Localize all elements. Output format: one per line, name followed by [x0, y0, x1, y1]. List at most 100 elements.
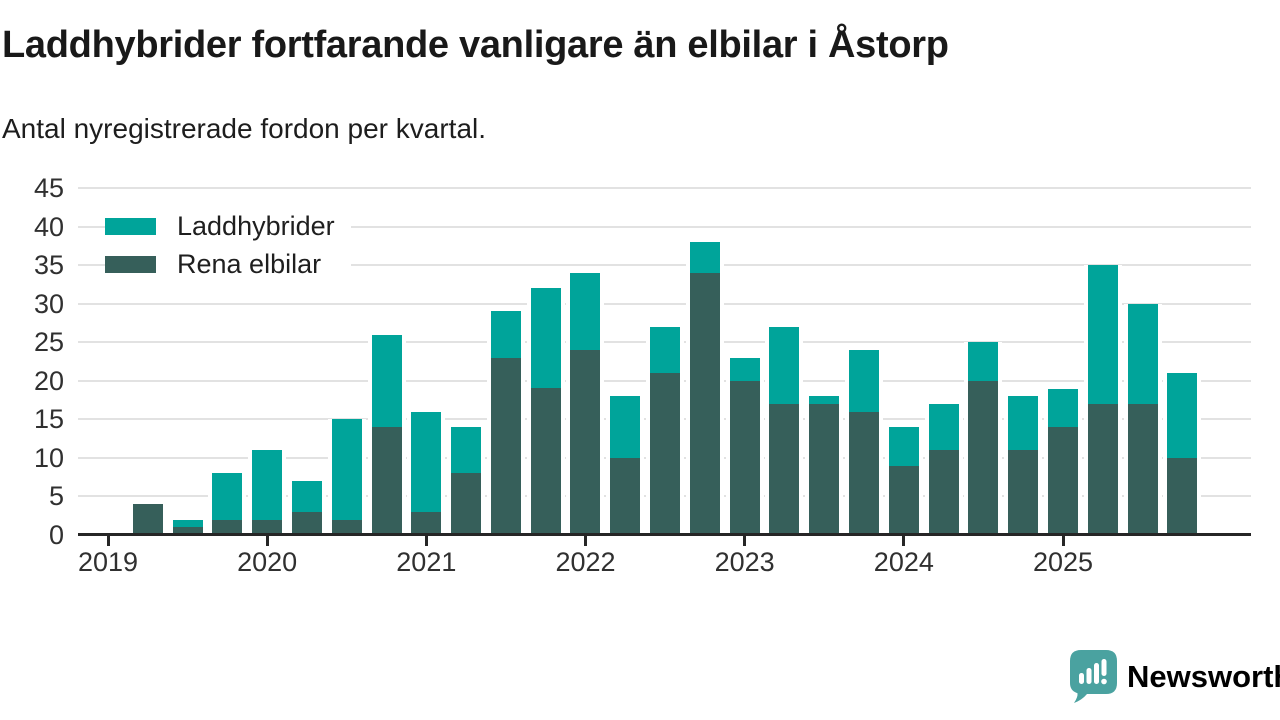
segment-laddhybrider — [411, 411, 442, 512]
segment-rena-elbilar — [1008, 450, 1039, 535]
segment-rena-elbilar — [252, 519, 283, 535]
y-axis-label-20: 20 — [33, 365, 64, 396]
x-axis-label-2023: 2023 — [714, 547, 775, 577]
segment-laddhybrider — [1087, 265, 1118, 404]
segment-laddhybrider — [570, 272, 601, 350]
bar-2020-q3 — [327, 419, 366, 535]
segment-rena-elbilar — [490, 357, 521, 535]
x-axis-tick-2022 — [584, 535, 587, 546]
x-axis-label-2024: 2024 — [873, 547, 934, 577]
newsworthy-speech-bubble-bar-chart-icon — [1070, 650, 1117, 703]
y-axis-label-30: 30 — [33, 288, 64, 319]
segment-laddhybrider — [252, 450, 283, 520]
gridline-45 — [78, 187, 1251, 189]
y-axis-label-25: 25 — [33, 327, 64, 358]
x-axis-label-2020: 2020 — [237, 547, 298, 577]
gridline-30 — [78, 302, 1251, 305]
bar-2021-q4 — [526, 288, 565, 535]
bar-2021-q1 — [407, 411, 446, 535]
bar-2022-q4 — [685, 241, 724, 535]
bar-2020-q4 — [367, 334, 406, 535]
segment-rena-elbilar — [1087, 403, 1118, 535]
segment-rena-elbilar — [1167, 457, 1198, 535]
plot-area — [78, 187, 1251, 536]
legend-swatch-rena-elbilar — [105, 256, 156, 273]
segment-laddhybrider — [172, 519, 203, 528]
segment-rena-elbilar — [809, 403, 840, 535]
segment-rena-elbilar — [331, 519, 362, 535]
segment-laddhybrider — [809, 396, 840, 404]
bar-2024-q4 — [1004, 396, 1043, 535]
bar-2019-q4 — [208, 473, 247, 535]
segment-rena-elbilar — [132, 504, 163, 535]
segment-laddhybrider — [212, 473, 243, 520]
segment-laddhybrider — [530, 288, 561, 389]
legend-label-rena-elbilar: Rena elbilar — [177, 249, 322, 279]
legend: Laddhybrider Rena elbilar — [105, 211, 351, 288]
bar-2022-q1 — [566, 272, 605, 535]
x-axis-tick-2024 — [902, 535, 906, 546]
y-axis-label-5: 5 — [48, 481, 64, 512]
bar-2023-q3 — [805, 396, 844, 535]
segment-rena-elbilar — [530, 388, 561, 535]
segment-laddhybrider — [968, 342, 999, 381]
x-axis-label-2021: 2021 — [396, 547, 457, 577]
gridline-35 — [78, 264, 1251, 267]
x-axis-label-2022: 2022 — [555, 547, 616, 577]
y-axis-label-35: 35 — [33, 250, 64, 281]
chart-title: Laddhybrider fortfarande vanligare än el… — [2, 24, 949, 66]
x-axis-tick-2021 — [424, 535, 428, 546]
bar-2020-q2 — [287, 481, 326, 535]
y-axis-label-10: 10 — [33, 442, 64, 473]
segment-rena-elbilar — [689, 272, 720, 535]
bar-2021-q3 — [486, 311, 525, 535]
x-axis-label-2019: 2019 — [77, 547, 139, 577]
y-axis-label-15: 15 — [33, 404, 64, 435]
segment-laddhybrider — [1167, 373, 1198, 458]
bar-2025-q2 — [1083, 265, 1122, 535]
segment-laddhybrider — [1008, 396, 1039, 451]
bar-2025-q3 — [1123, 303, 1162, 535]
bar-2023-q1 — [725, 357, 764, 535]
segment-laddhybrider — [331, 419, 362, 520]
segment-laddhybrider — [769, 326, 800, 404]
segment-rena-elbilar — [371, 427, 402, 535]
bar-2019-q3 — [168, 519, 207, 535]
x-axis-tick-2020 — [265, 535, 269, 546]
segment-laddhybrider — [371, 334, 402, 428]
y-axis-label-0: 0 — [48, 520, 64, 550]
segment-rena-elbilar — [769, 403, 800, 535]
segment-rena-elbilar — [849, 411, 879, 535]
segment-rena-elbilar — [729, 380, 760, 535]
bar-2024-q3 — [964, 342, 1003, 535]
segment-laddhybrider — [689, 241, 720, 273]
segment-laddhybrider — [490, 311, 521, 358]
segment-rena-elbilar — [451, 473, 482, 535]
bar-2024-q1 — [884, 427, 923, 535]
segment-rena-elbilar — [928, 450, 959, 535]
y-axis-label-40: 40 — [33, 211, 64, 242]
bar-2024-q2 — [924, 403, 963, 535]
newsworthy-logo: Newsworthy — [1070, 650, 1280, 703]
segment-rena-elbilar — [650, 373, 681, 535]
segment-rena-elbilar — [968, 380, 999, 535]
bar-2019-q2 — [128, 504, 167, 535]
legend-item-laddhybrider: Laddhybrider — [105, 211, 351, 241]
legend-swatch-laddhybrider — [105, 218, 156, 235]
segment-laddhybrider — [451, 427, 482, 474]
segment-laddhybrider — [1047, 388, 1078, 428]
segment-rena-elbilar — [212, 519, 243, 535]
bar-2022-q3 — [646, 326, 685, 535]
chart-subtitle: Antal nyregistrerade fordon per kvartal. — [2, 113, 487, 144]
segment-laddhybrider — [1127, 303, 1158, 404]
segment-rena-elbilar — [570, 349, 601, 535]
segment-laddhybrider — [729, 357, 760, 381]
segment-rena-elbilar — [411, 511, 442, 535]
segment-rena-elbilar — [888, 465, 919, 535]
segment-rena-elbilar — [1047, 427, 1078, 535]
y-axis-label-45: 45 — [33, 173, 64, 203]
segment-rena-elbilar — [291, 511, 322, 535]
segment-laddhybrider — [610, 396, 641, 458]
bar-2022-q2 — [606, 396, 645, 535]
